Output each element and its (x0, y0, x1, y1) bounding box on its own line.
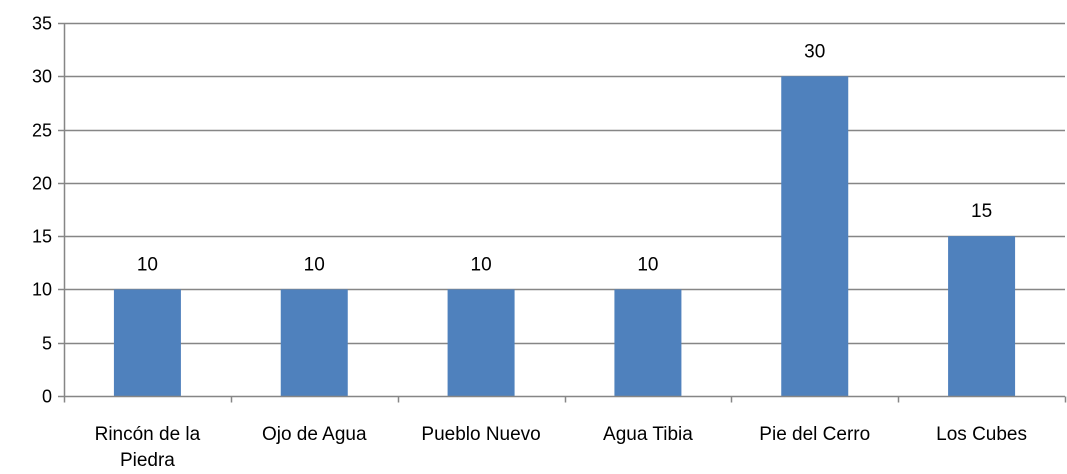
bar (447, 289, 515, 397)
bar (781, 76, 849, 397)
y-tick-label: 10 (32, 280, 52, 300)
x-category-label: Los Cubes (936, 424, 1027, 445)
y-tick-label: 15 (32, 227, 52, 247)
bar (113, 289, 181, 397)
data-label: 10 (471, 254, 492, 275)
y-tick-label: 0 (42, 387, 52, 407)
x-category-label: Ojo de Agua (262, 424, 367, 445)
y-tick-label: 35 (32, 14, 52, 34)
axes (58, 22, 1067, 403)
x-category-label: Rincón de la (95, 424, 201, 445)
x-category-label: Agua Tibia (603, 424, 693, 445)
data-label: 10 (304, 254, 325, 275)
bar (614, 289, 682, 397)
y-tick-label: 5 (42, 334, 52, 354)
data-label: 10 (137, 254, 158, 275)
x-category-label: Piedra (120, 450, 175, 471)
data-label: 15 (971, 201, 992, 222)
x-category-label: Pie del Cerro (759, 424, 870, 445)
bars (113, 76, 1016, 397)
data-label: 10 (637, 254, 658, 275)
bar (280, 289, 348, 397)
gridlines (64, 22, 1065, 345)
labels: 0 5 10 15 20 25 30 35 10 Rincón de la Piedra 10 Ojo … (32, 14, 1027, 472)
y-tick-label: 30 (32, 67, 52, 87)
x-category-label: Pueblo Nuevo (421, 424, 540, 445)
y-tick-label: 20 (32, 174, 52, 194)
data-label: 30 (804, 41, 825, 62)
bar (948, 236, 1016, 397)
y-tick-label: 25 (32, 121, 52, 141)
